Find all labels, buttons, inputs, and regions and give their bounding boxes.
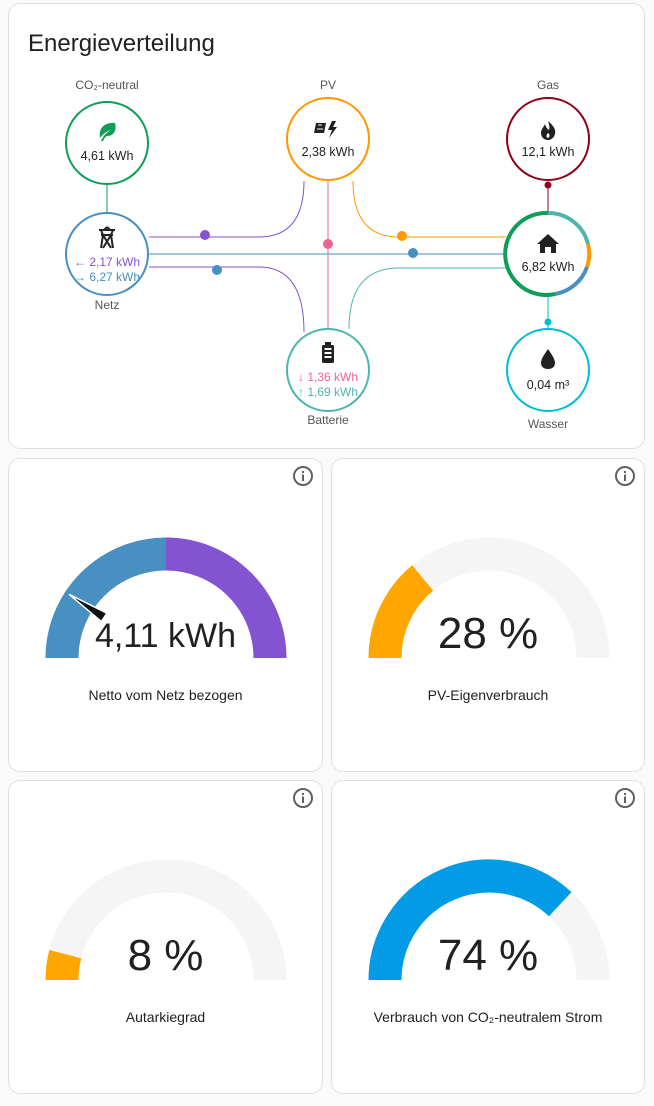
gauge-value: 28 % [437,609,539,658]
home-value: 6,82 kWh [522,260,575,274]
pv-node[interactable] [286,97,370,181]
flow-dot [323,239,333,249]
battery-node[interactable] [286,328,370,412]
gauge-label: Verbrauch von CO₂-neutralem Strom [373,1009,603,1025]
grid-label: Netz [95,298,120,312]
flow-dot [397,231,407,241]
gauge-autarky [45,859,287,981]
co2-value: 4,61 kWh [81,149,134,163]
gauge-fill [45,949,82,981]
gauge-card-autarky: 8 % Autarkiegrad [8,780,323,1094]
solar-panel-icon [314,121,337,138]
home-node[interactable] [507,213,589,295]
fire-icon [541,121,556,140]
gauge-needle [68,593,108,623]
gauge-arc-returned [165,537,287,659]
pv-home-line [352,180,506,238]
info-icon[interactable] [614,787,636,809]
flow-dot [200,230,210,240]
grid-battery-line [149,266,305,333]
gauge-label: PV-Eigenverbrauch [427,687,549,703]
flow-dot [408,248,418,258]
gauge-card-pv-self: 28 % PV-Eigenverbrauch [331,458,645,772]
gauge-co2-consumption [368,859,610,981]
water-value: 0,04 m³ [527,378,569,392]
gauge-value: 74 % [437,931,539,980]
gauge-fill [368,859,572,981]
flow-dot [212,265,222,275]
grid-node[interactable] [65,212,149,296]
gauge-value: 4,11 kWh [94,617,237,655]
battery-icon [322,342,334,363]
grid-value-in: ← 2,17 kWh [74,255,140,269]
water-node[interactable] [506,328,590,412]
pv-grid-line [149,180,305,238]
battery-value-in: ↓ 1,36 kWh [298,370,358,384]
battery-value-out: ↑ 1,69 kWh [298,385,358,399]
gauge-value: 8 % [127,931,204,980]
energy-flow-diagram: CO₂-neutral 4,61 kWh PV 2,38 kWh Gas 12,… [65,78,592,431]
co2-label: CO₂-neutral [75,78,138,92]
gauge-pv-self [368,537,610,659]
gauge-card-net-grid: 4,11 kWh Netto vom Netz bezogen [8,458,323,772]
transmission-tower-icon [99,226,115,249]
info-icon[interactable] [292,787,314,809]
water-label: Wasser [528,417,568,431]
gauge-card-co2-consumption: 74 % Verbrauch von CO₂-neutralem Strom [331,780,645,1094]
co2-node[interactable] [65,101,149,185]
grid-value-out: → 6,27 kWh [74,270,140,284]
pv-label: PV [320,78,336,92]
card-title: Energieverteilung [28,30,215,57]
flow-dot [544,318,552,326]
gauge-label: Autarkiegrad [125,1009,206,1025]
battery-home-line [348,267,506,330]
water-drop-icon [541,349,555,369]
gauge-arc-consumed [45,537,167,659]
gauge-net-grid [45,537,287,659]
gas-label: Gas [537,78,559,92]
gauge-fill [368,565,434,659]
gauge-track [45,859,287,981]
leaf-icon [99,122,116,141]
gas-value: 12,1 kWh [522,145,575,159]
gauge-label: Netto vom Netz bezogen [88,687,243,703]
pv-value: 2,38 kWh [302,145,355,159]
battery-label: Batterie [307,413,349,427]
home-icon [537,234,559,253]
info-icon[interactable] [614,465,636,487]
energy-distribution-card: Energieverteilung CO₂-neutral 4,61 kWh [8,3,645,449]
flow-dot [544,181,552,189]
info-icon[interactable] [292,465,314,487]
